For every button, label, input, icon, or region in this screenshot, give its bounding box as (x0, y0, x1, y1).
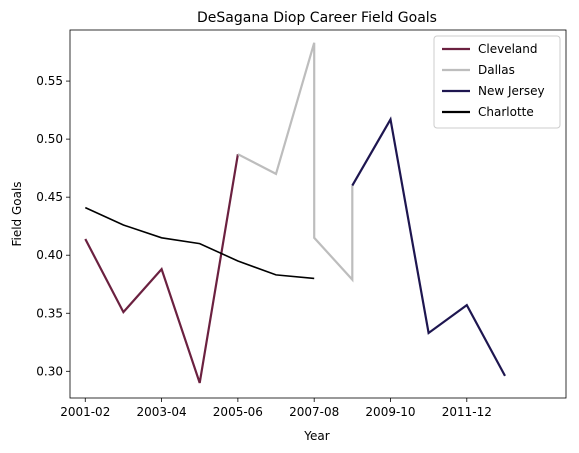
series-line-1 (237, 42, 354, 283)
y-tick-label: 0.40 (36, 248, 63, 262)
x-axis-title: Year (303, 429, 329, 443)
legend-label: Cleveland (478, 42, 538, 56)
x-tick-label: 2003-04 (136, 405, 186, 419)
series-line-2 (351, 116, 506, 377)
plot-frame (69, 29, 567, 399)
axes-layer: 2001-02 2003-04 2005-06 2007-08 2009-10 2011-… (36, 29, 567, 419)
x-tick-label: 2011-12 (442, 405, 492, 419)
series-layer (84, 42, 506, 384)
y-tick-label: 0.45 (36, 190, 63, 204)
x-tick-label: 2005-06 (213, 405, 263, 419)
x-tick-label: 2009-10 (365, 405, 415, 419)
legend: Cleveland Dallas New Jersey Charlotte (433, 35, 561, 129)
legend-label: New Jersey (478, 84, 545, 98)
legend-box (433, 35, 561, 129)
chart-title: DeSagana Diop Career Field Goals (197, 10, 437, 26)
legend-label: Charlotte (478, 105, 534, 119)
x-tick-label: 2007-08 (289, 405, 339, 419)
series-line-0 (84, 154, 239, 384)
legend-label: Dallas (478, 63, 515, 77)
y-tick-label: 0.50 (36, 132, 63, 146)
y-tick-label: 0.35 (36, 306, 63, 320)
y-axis-title: Field Goals (10, 181, 24, 246)
x-tick-label: 2001-02 (60, 405, 110, 419)
series-line-3 (84, 206, 315, 280)
y-tick-label: 0.30 (36, 364, 63, 378)
y-tick-label: 0.55 (36, 74, 63, 88)
